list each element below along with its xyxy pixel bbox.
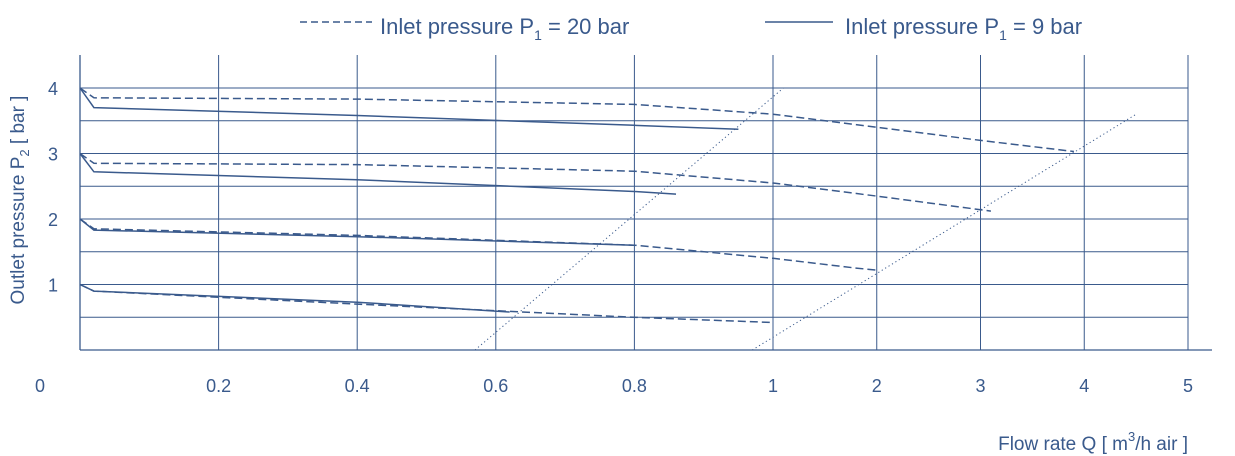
y-tick-label: 1: [48, 276, 58, 296]
y-tick-labels: 1 2 3 4: [48, 79, 58, 296]
series-line-20bar-p4: [79, 87, 1074, 153]
series-lines: [79, 87, 1074, 324]
x-tick-label: 0.8: [622, 376, 647, 396]
y-tick-label: 3: [48, 145, 58, 165]
limit-lines: [474, 87, 1137, 351]
x-tick-label: 3: [975, 376, 985, 396]
series-line-20bar-p2: [79, 218, 877, 271]
x-axis-label: Flow rate Q [ m3/h air ]: [998, 429, 1188, 455]
limit-line-0: [474, 87, 784, 351]
legend-label-20bar: Inlet pressure P1 = 20 bar: [380, 14, 629, 43]
x-tick-labels: 0.2 0.4 0.6 0.8 1 2 3 4 5: [206, 376, 1193, 396]
legend: Inlet pressure P1 = 20 bar Inlet pressur…: [300, 14, 1082, 43]
x-tick-label: 4: [1079, 376, 1089, 396]
x-tick-label: 0.4: [345, 376, 370, 396]
series-line-20bar-p1: [79, 283, 774, 324]
series-line-9bar-p1: [79, 283, 510, 313]
y-tick-label: 4: [48, 79, 58, 99]
series-line-9bar-p2: [79, 218, 635, 246]
y-axis-label: Outlet pressure P2 [ bar ]: [8, 96, 32, 305]
limit-line-1: [751, 113, 1137, 351]
series-line-9bar-p3: [79, 153, 677, 195]
x-tick-label: 5: [1183, 376, 1193, 396]
y-tick-label: 2: [48, 210, 58, 230]
series-line-9bar-p4: [79, 87, 739, 131]
x-tick-label: 1: [768, 376, 778, 396]
axes: [79, 55, 1212, 351]
series-line-20bar-p3: [79, 152, 991, 212]
origin-label: 0: [35, 376, 45, 396]
x-tick-label: 0.6: [483, 376, 508, 396]
x-tick-label: 0.2: [206, 376, 231, 396]
x-tick-label: 2: [872, 376, 882, 396]
legend-label-9bar: Inlet pressure P1 = 9 bar: [845, 14, 1082, 43]
